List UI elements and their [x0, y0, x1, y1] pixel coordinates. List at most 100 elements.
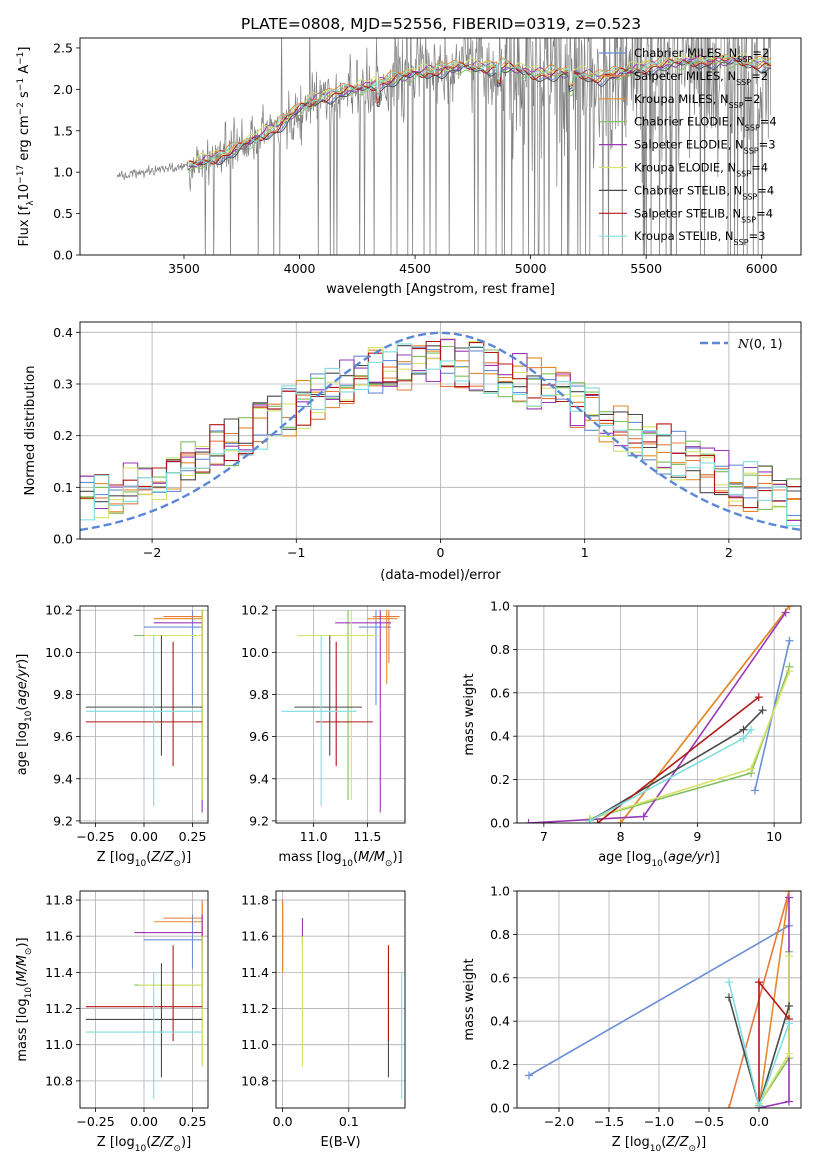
x-tick-label: −1.5: [594, 1114, 624, 1129]
mass_weight_vs_age-axes: 7 8 9 10 0.0 0.2 0.4 0.6 0.8 1.0: [490, 599, 801, 844]
figure-title: PLATE=0808, MJD=52556, FIBERID=0319, z=0…: [241, 15, 641, 33]
x-tick-label: 2: [725, 545, 733, 560]
y-tick-label: 0.1: [53, 480, 73, 495]
mass_vs_Z-x-label: Z [log10(Z/Z⊙)]: [97, 1135, 191, 1154]
y-tick-label: 11.6: [241, 929, 269, 944]
spectrum-legend: Chabrier MILES, NSSP=2 Salpeter MILES, NS…: [599, 46, 777, 247]
y-tick-label: 11.8: [241, 893, 269, 908]
legend-entry: Kroupa ELODIE, NSSP=4: [634, 161, 768, 179]
mass-weight-line: [589, 666, 791, 820]
x-tick-label: 7: [540, 829, 548, 844]
x-tick-label: 0.25: [179, 829, 207, 844]
plus-marker: [593, 819, 602, 823]
normal-curve-line: [80, 331, 801, 532]
x-tick-label: −2.0: [544, 1114, 574, 1129]
errorbar-point: [85, 963, 203, 1078]
y-tick-label: 9.4: [53, 771, 73, 786]
errorbar-point: [144, 610, 203, 706]
y-tick-label: 0.2: [53, 428, 73, 443]
spectrum-frame: [79, 37, 802, 256]
x-tick-label: 4500: [399, 261, 431, 276]
y-tick-label: 9.8: [249, 687, 269, 702]
plus-marker: [747, 725, 756, 734]
plus-marker: [739, 734, 748, 743]
legend-entry: N(0, 1): [737, 336, 783, 351]
x-tick-label: −1.0: [644, 1114, 674, 1129]
x-tick-label: −2: [143, 545, 161, 560]
spectrum-x-label: wavelength [Angstrom, rest frame]: [326, 282, 555, 297]
y-tick-label: 0.8: [490, 927, 510, 942]
x-tick-label: 0.25: [179, 1114, 207, 1129]
mass_vs_ebv-axes: 0.0 0.1 10.8 11.0 11.2 11.4 11.6 11.8: [241, 891, 405, 1129]
y-tick-label: 0.4: [490, 729, 510, 744]
errorbar-point: [85, 945, 203, 1042]
x-tick-label: 8: [617, 829, 625, 844]
mass_weight_vs_Z-lines: [525, 891, 793, 1108]
legend-entry: Chabrier MILES, NSSP=2: [634, 46, 769, 64]
plus-marker: [754, 693, 763, 702]
plus-marker: [725, 993, 733, 1002]
y-tick-label: 0.6: [490, 685, 510, 700]
plus-marker: [785, 1019, 793, 1028]
plus-marker: [747, 764, 756, 773]
x-tick-label: −1: [287, 545, 305, 560]
errorbar-point: [85, 972, 203, 1099]
y-tick-label: 11.4: [241, 965, 269, 980]
legend-entry: Salpeter MILES, NSSP=2: [634, 69, 768, 87]
errorbar-point: [294, 635, 362, 756]
y-tick-label: 10.0: [45, 645, 73, 660]
y-tick-label: 0.5: [53, 206, 73, 221]
plus-marker: [781, 608, 790, 617]
errorbar-point: [85, 635, 203, 756]
legend-entry: Salpeter ELODIE, NSSP=3: [634, 138, 776, 156]
x-tick-label: −0.25: [76, 1114, 114, 1129]
plus-marker: [524, 819, 533, 823]
mass_vs_ebv-errorbars: [282, 900, 403, 1099]
plus-marker: [785, 1002, 793, 1011]
y-tick-label: 9.6: [249, 729, 269, 744]
mass_weight_vs_Z-frame: [516, 890, 802, 1109]
x-tick-label: 0.00: [130, 829, 158, 844]
mass_vs_ebv-frame: [275, 890, 406, 1109]
x-tick-label: 5000: [515, 261, 547, 276]
mass-weight-line: [589, 709, 764, 822]
errorbar-point: [281, 635, 357, 807]
spectrum-lines: [116, 38, 772, 255]
plus-marker: [755, 1101, 763, 1108]
errorbar-point: [138, 936, 203, 1067]
errorbar-point: [297, 610, 379, 800]
residual-histogram-step: [80, 340, 801, 509]
y-tick-label: 11.4: [45, 965, 73, 980]
spectrum-axes: 3500 4000 4500 5000 5500 6000 0.0 0.5 1.0 1.5 2.0 2…: [53, 40, 778, 276]
model-spectrum-line: [188, 53, 772, 166]
y-tick-label: 11.2: [241, 1001, 269, 1016]
mass_weight_vs_age-frame: [516, 605, 802, 824]
y-tick-label: 10.2: [45, 603, 73, 618]
x-tick-label: −0.25: [76, 829, 114, 844]
residuals-y-label: Normed distribution: [23, 366, 38, 496]
age_vs_Z-axes: −0.25 0.00 0.25 9.2 9.4 9.6 9.8 10.0 10.2: [45, 603, 208, 844]
plus-marker: [755, 978, 763, 987]
plus-marker: [739, 725, 748, 734]
x-tick-label: 0.0: [273, 1114, 293, 1129]
mass-weight-line: [619, 606, 791, 823]
x-tick-label: 0: [437, 545, 445, 560]
residual-histogram-step: [80, 343, 801, 527]
plus-marker: [785, 952, 793, 961]
x-tick-label: 3500: [168, 261, 200, 276]
y-tick-label: 0.0: [490, 816, 510, 831]
y-tick-label: 9.8: [53, 687, 73, 702]
errorbar-point: [153, 903, 203, 955]
mass_vs_Z-errorbars: [85, 900, 203, 1099]
plus-marker: [750, 786, 759, 795]
age_vs_Z-y-label: age [log10(age/yr)]: [15, 654, 34, 776]
x-tick-label: 5500: [630, 261, 662, 276]
x-tick-label: 0.00: [130, 1114, 158, 1129]
y-tick-label: 2.5: [53, 40, 73, 55]
y-tick-label: 0.3: [53, 377, 73, 392]
errorbar-point: [358, 610, 392, 706]
legend-entry: Chabrier ELODIE, NSSP=4: [634, 115, 777, 133]
y-tick-label: 1.0: [490, 599, 510, 614]
mass_weight_vs_age-y-label: mass weight: [462, 673, 477, 755]
